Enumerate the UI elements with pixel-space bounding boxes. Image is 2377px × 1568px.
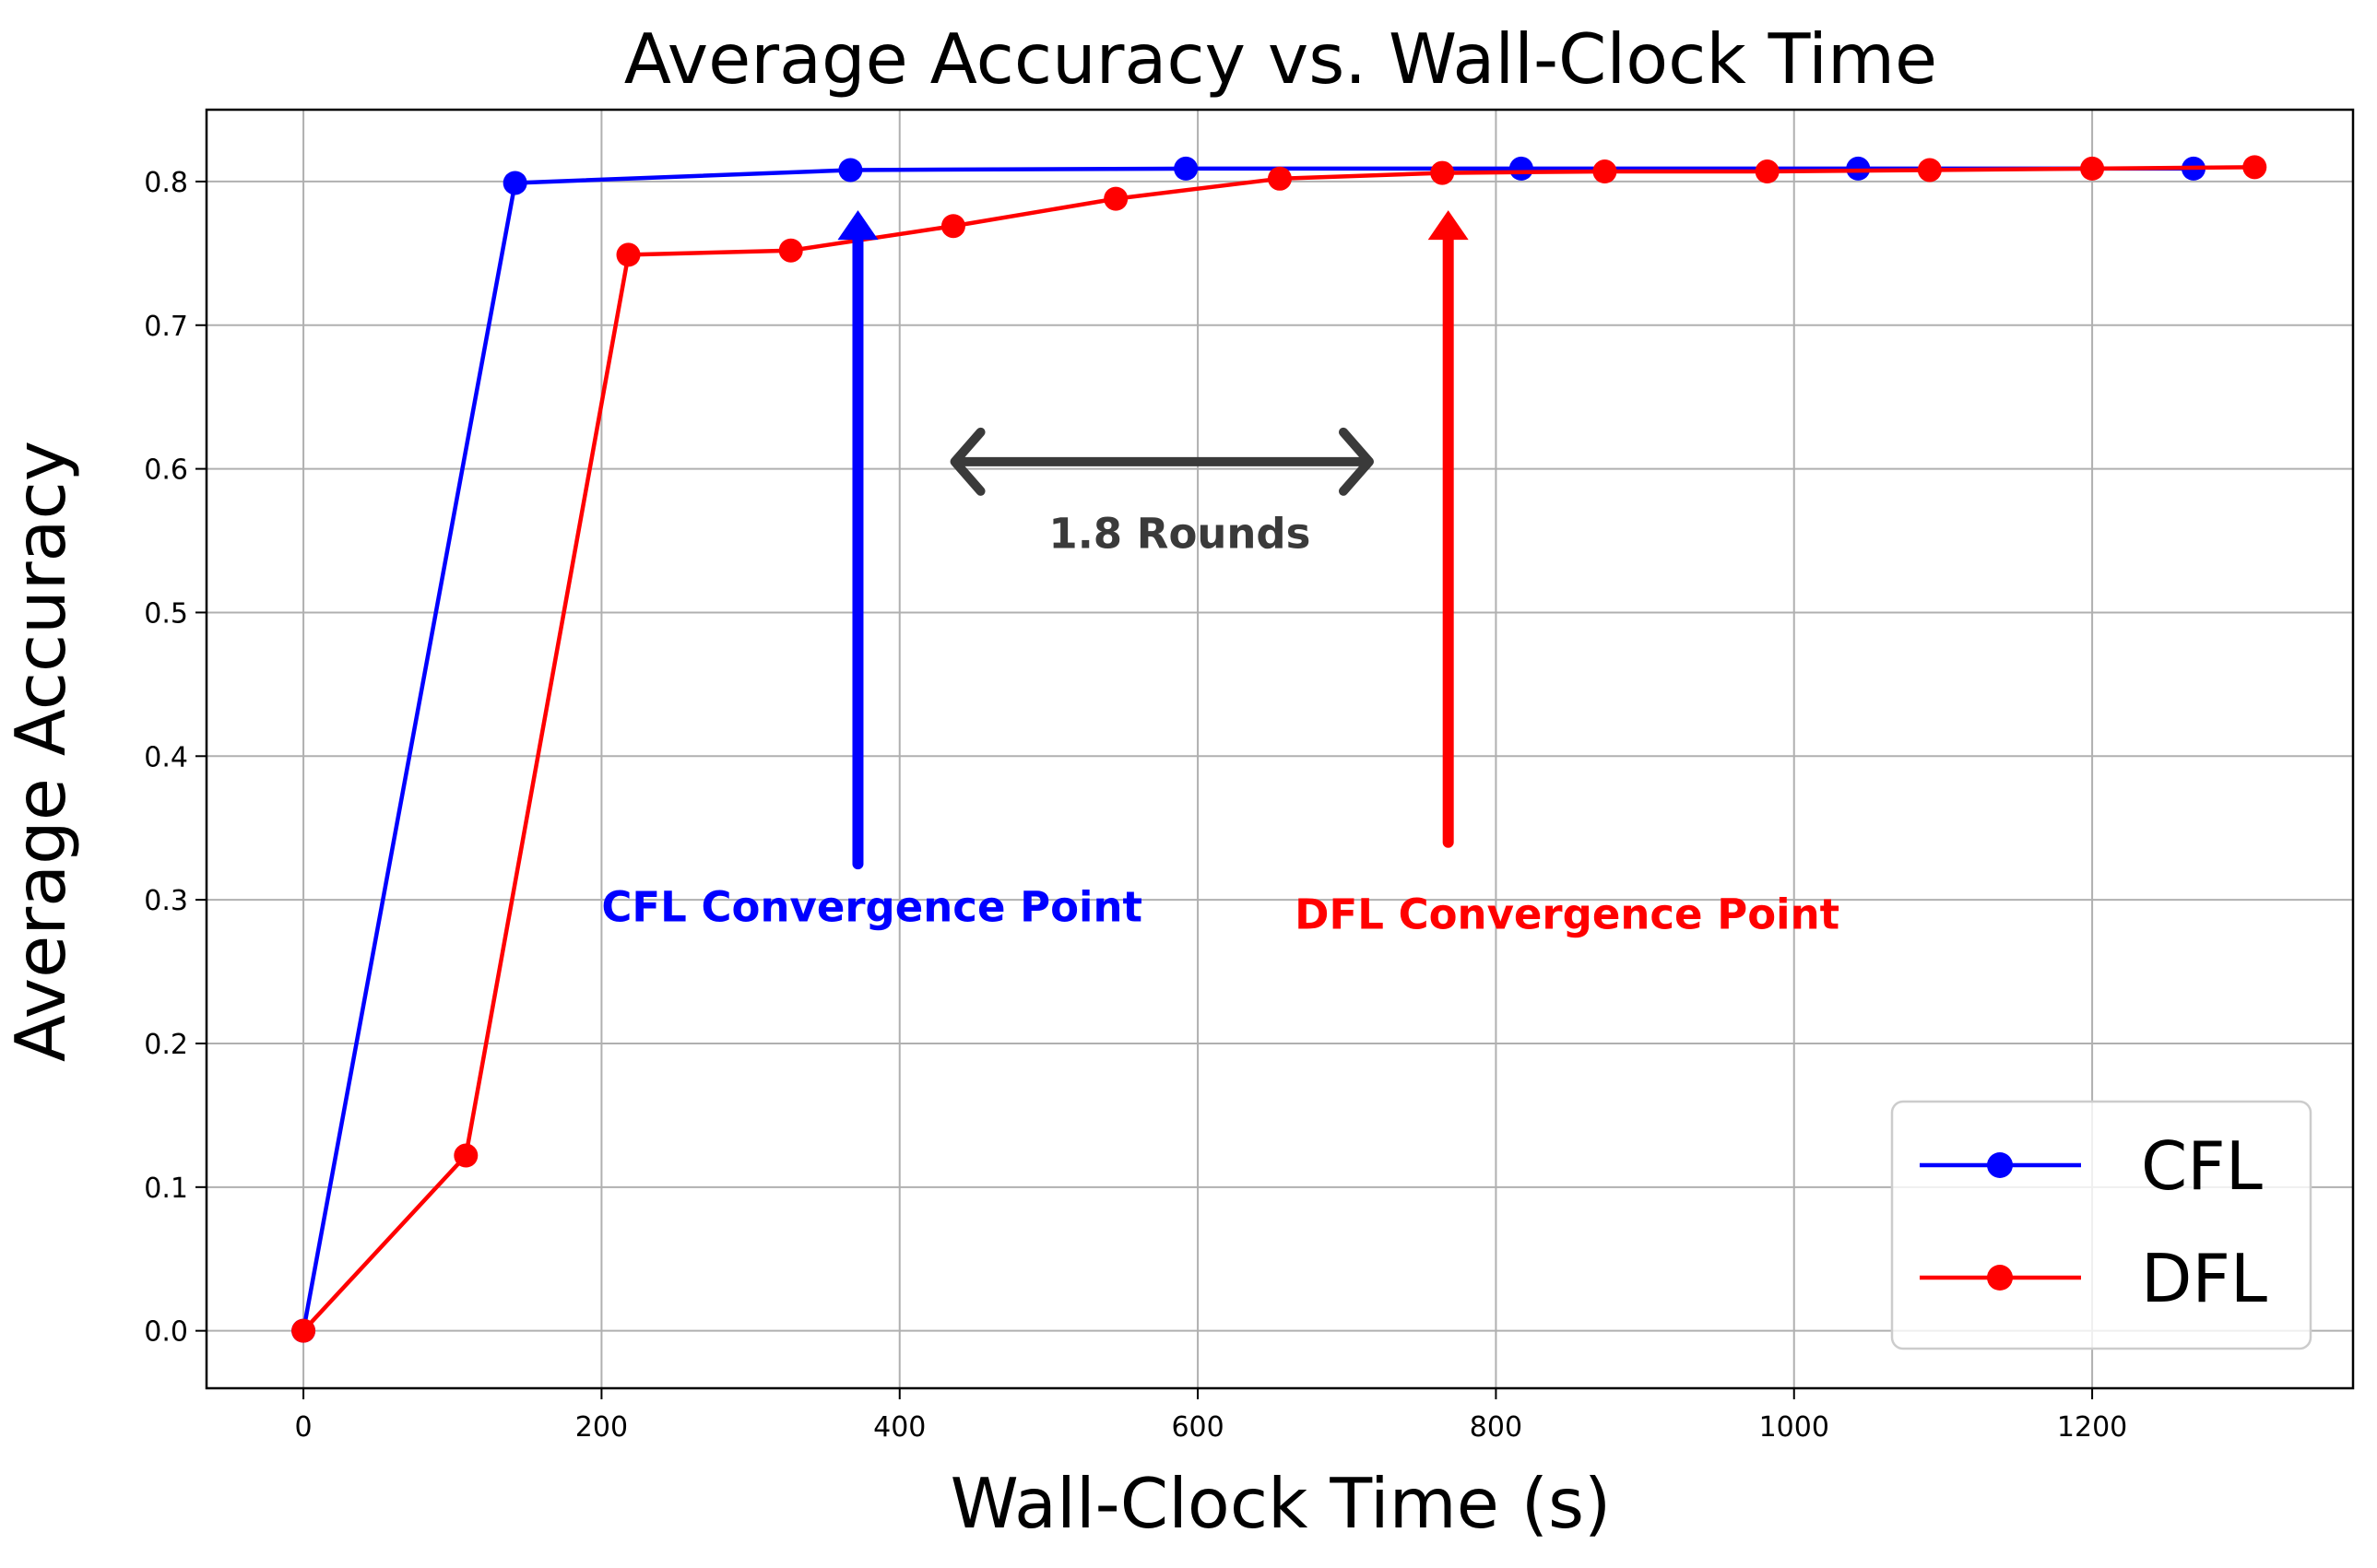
gap-annotation-label: 1.8 Rounds bbox=[1048, 509, 1310, 558]
x-tick-label: 800 bbox=[1470, 1411, 1522, 1444]
data-point-dfl bbox=[778, 238, 803, 263]
rounds-arrow-right-head bbox=[1339, 427, 1374, 496]
y-tick-label: 0.5 bbox=[144, 597, 188, 630]
data-point-dfl bbox=[1430, 160, 1455, 185]
data-point-dfl bbox=[291, 1318, 316, 1343]
data-point-dfl bbox=[616, 242, 641, 267]
data-point-dfl bbox=[2080, 156, 2105, 181]
data-point-cfl bbox=[503, 171, 527, 195]
y-tick-label: 0.8 bbox=[144, 167, 188, 199]
x-tick-label: 1000 bbox=[1759, 1411, 1829, 1444]
x-tick-label: 1200 bbox=[2057, 1411, 2127, 1444]
data-point-dfl bbox=[1268, 166, 1292, 191]
dfl-annotation-label: DFL Convergence Point bbox=[1295, 890, 1839, 938]
data-point-dfl bbox=[1917, 158, 1942, 183]
data-point-dfl bbox=[940, 214, 965, 239]
data-point-dfl bbox=[1592, 159, 1617, 184]
y-tick-label: 0.0 bbox=[144, 1316, 188, 1349]
cfl-annotation-label: CFL Convergence Point bbox=[601, 883, 1142, 932]
data-point-dfl bbox=[1104, 186, 1129, 211]
y-tick-label: 0.1 bbox=[144, 1173, 188, 1205]
axis-ticks: 0 200 400 600 800 1000 1200 0.0 0.1 0.2 0.3 0.4 0.5 0… bbox=[144, 167, 2127, 1444]
x-tick-label: 200 bbox=[575, 1411, 628, 1444]
data-point-dfl bbox=[1755, 159, 1780, 184]
grid bbox=[207, 110, 2353, 1388]
y-tick-label: 0.7 bbox=[144, 311, 188, 343]
x-tick-label: 400 bbox=[873, 1411, 926, 1444]
data-point-dfl bbox=[2242, 155, 2267, 180]
legend: CFL DFL bbox=[1890, 1100, 2312, 1350]
x-tick-label: 0 bbox=[295, 1411, 313, 1444]
legend-marker-dfl bbox=[1987, 1265, 2013, 1291]
annotations: CFL Convergence Point DFL Convergence Poi… bbox=[601, 210, 1839, 938]
data-point-cfl bbox=[1174, 156, 1199, 181]
y-tick-label: 0.3 bbox=[144, 885, 188, 917]
series-layer bbox=[291, 155, 2267, 1343]
legend-marker-cfl bbox=[1987, 1152, 2013, 1178]
y-tick-label: 0.2 bbox=[144, 1029, 188, 1061]
y-tick-label: 0.6 bbox=[144, 454, 188, 487]
data-point-cfl bbox=[838, 158, 863, 183]
x-tick-label: 600 bbox=[1171, 1411, 1224, 1444]
legend-label-dfl: DFL bbox=[2141, 1240, 2267, 1317]
chart-title: Average Accuracy vs. Wall-Clock Time bbox=[624, 18, 1937, 100]
y-axis-label: Average Accuracy bbox=[0, 441, 81, 1062]
x-axis-label: Wall-Clock Time (s) bbox=[951, 1463, 1612, 1544]
rounds-arrow-left-head bbox=[950, 427, 986, 496]
y-tick-label: 0.4 bbox=[144, 741, 188, 773]
cfl-convergence-arrow-head bbox=[837, 210, 879, 241]
legend-label-cfl: CFL bbox=[2141, 1127, 2263, 1205]
plot-frame bbox=[205, 108, 2355, 1390]
data-point-cfl bbox=[1508, 156, 1533, 181]
dfl-convergence-arrow-head bbox=[1427, 210, 1469, 241]
data-point-dfl bbox=[454, 1143, 479, 1168]
